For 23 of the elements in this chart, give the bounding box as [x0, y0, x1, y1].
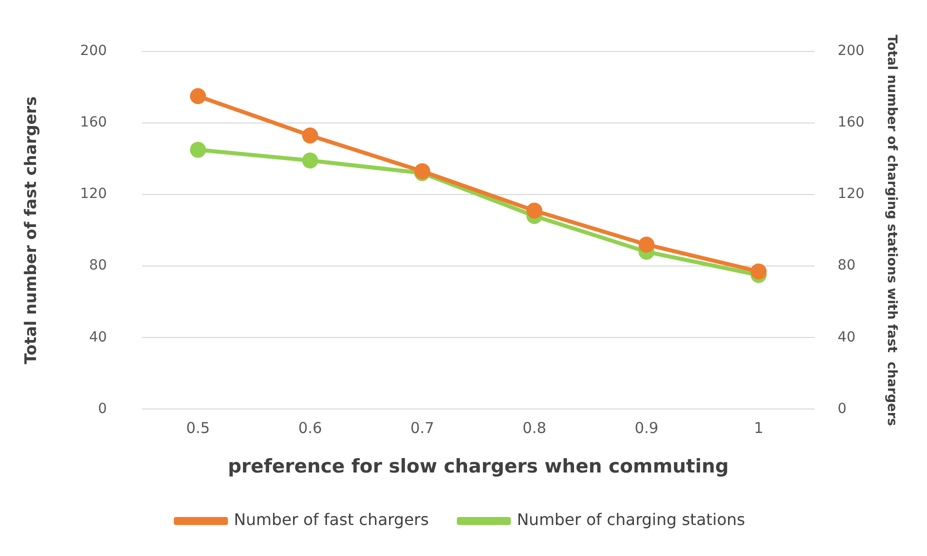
x-tick-label: 0.5	[186, 419, 210, 438]
y-tick-label: 160	[80, 114, 107, 131]
y-tick-label: 0	[98, 400, 107, 417]
y2-tick-label: 160	[838, 114, 864, 131]
legend-label: Number of charging stations	[516, 510, 746, 530]
x-tick-label: 1	[754, 419, 764, 438]
y2-axis-title: Total number of charging stations with fast chargers	[884, 34, 899, 426]
y2-tick-label: 120	[838, 186, 864, 202]
y2-tick-label: 200	[838, 43, 864, 60]
x-tick-label: 0.7	[410, 419, 434, 438]
y-axis-title: Total number of fast chargers	[20, 96, 40, 364]
x-axis-title: preference for slow chargers when commuting	[228, 456, 729, 478]
y-tick-label: 120	[80, 186, 107, 202]
x-tick-label: 0.6	[298, 419, 322, 438]
x-tick-label: 0.9	[634, 419, 658, 438]
y2-tick-label: 0	[838, 400, 847, 417]
y-tick-label: 40	[89, 329, 107, 346]
legend-label: Number of fast chargers	[234, 510, 429, 530]
x-tick-label: 0.8	[522, 419, 546, 438]
y-tick-label: 200	[80, 43, 107, 60]
y2-tick-label: 80	[838, 258, 856, 274]
y2-tick-label: 40	[838, 329, 856, 346]
y-tick-label: 80	[89, 258, 107, 274]
